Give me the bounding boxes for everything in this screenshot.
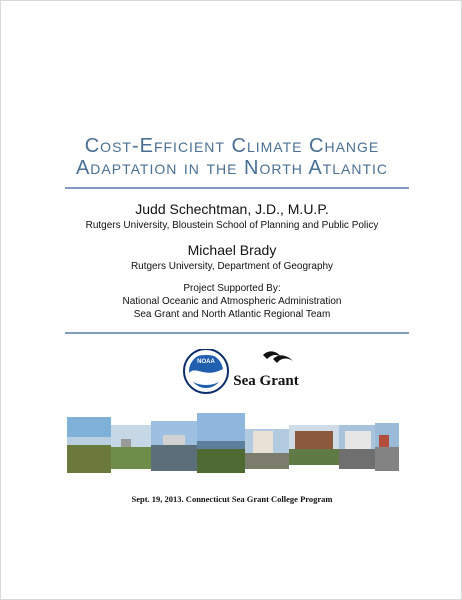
author-1-name: Judd Schechtman, J.D., M.U.P. (135, 201, 329, 217)
photo-collage (67, 413, 399, 473)
photo-street (375, 423, 399, 471)
support-heading: Project Supported By: (183, 283, 281, 294)
sea-grant-logo: Sea Grant (233, 351, 299, 389)
support-line-2: Sea Grant and North Atlantic Regional Te… (133, 309, 331, 320)
photo-pier (151, 421, 197, 471)
noaa-logo-text: NOAA (197, 359, 215, 365)
bottom-divider (65, 332, 409, 334)
author-2-name: Michael Brady (187, 242, 277, 258)
support-line-1: National Oceanic and Atmospheric Adminis… (122, 296, 342, 307)
photo-pond (197, 413, 245, 473)
title-line-1: Cost-Efficient Climate Change (84, 135, 380, 157)
logos-svg: NOAA Sea Grant (183, 348, 299, 394)
photo-building (289, 425, 339, 465)
photo-elevated-home (339, 425, 375, 469)
noaa-logo: NOAA (183, 348, 229, 394)
photo-strip (67, 413, 399, 473)
photo-marsh (67, 417, 111, 473)
sponsor-logos: NOAA Sea Grant (1, 348, 462, 409)
photo-house (245, 429, 289, 469)
title-line-2: Adaptation in the North Atlantic (75, 157, 389, 179)
top-divider (65, 187, 409, 189)
author-1-affiliation: Rutgers University, Bloustein School of … (85, 220, 379, 231)
footer-note: Sept. 19, 2013. Connecticut Sea Grant Co… (131, 494, 333, 504)
photo-shore (111, 425, 151, 469)
sea-grant-logo-text: Sea Grant (233, 373, 298, 389)
author-2-affiliation: Rutgers University, Department of Geogra… (130, 261, 334, 272)
